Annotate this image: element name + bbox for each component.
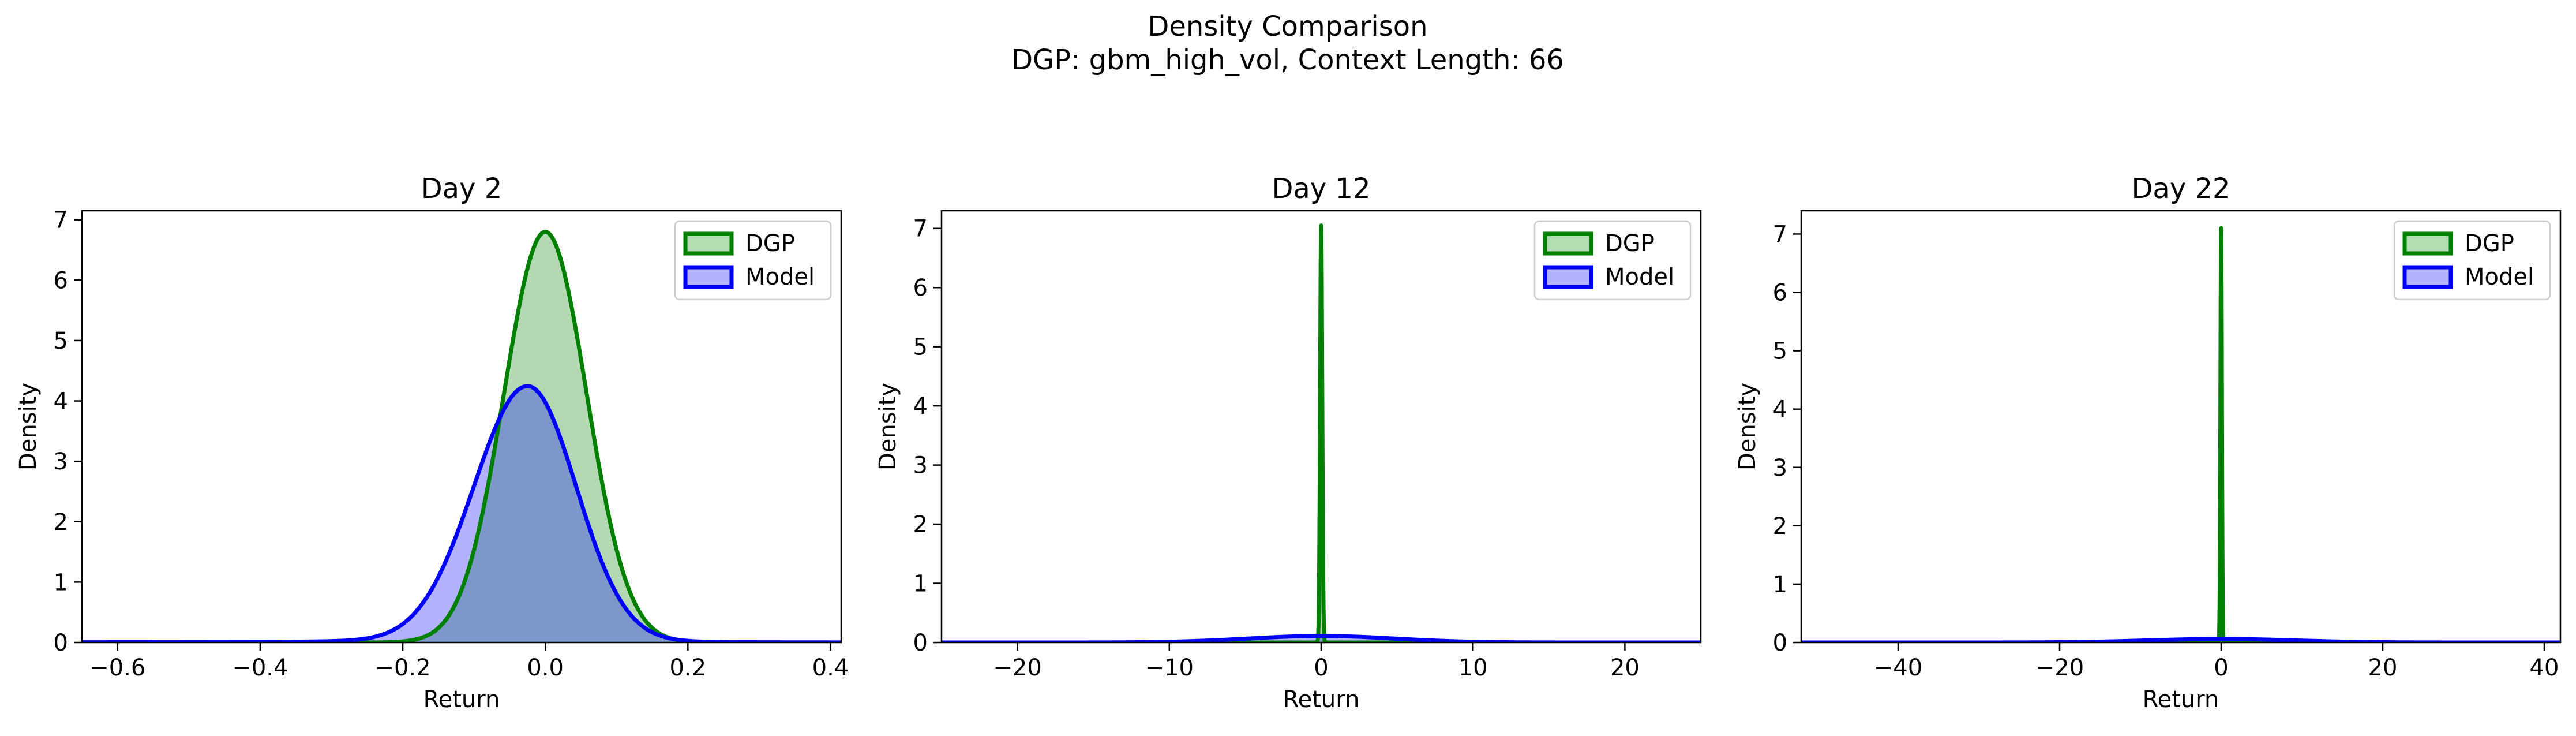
x-tick-label: −40 [1874,655,1922,681]
y-tick-label: 6 [913,275,928,301]
x-tick-label: 0.4 [812,655,849,681]
panel-day-22: Day 22 −40 −20 0 20 40 0 1 2 3 4 5 6 7 Return Density DG… [1734,173,2562,713]
y-tick-label: 1 [54,569,68,596]
legend: DGP Model [2393,220,2551,301]
y-tick-label: 4 [54,388,68,415]
panel-title: Day 2 [421,173,503,205]
x-tick-label: −0.4 [232,655,288,681]
y-tick-label: 2 [913,511,928,538]
legend-label-dgp: DGP [2465,230,2514,257]
legend-label-model: Model [2465,264,2534,290]
y-tick-label: 1 [913,571,928,597]
legend-label-dgp: DGP [745,230,795,257]
dgp-density-line [942,223,1701,642]
x-tick-label: −20 [2035,655,2084,681]
model-fill-area [82,386,841,642]
x-tick-label: 10 [1458,655,1488,681]
y-tick-label: 7 [54,207,68,234]
legend-label-dgp: DGP [1605,230,1655,257]
panels: Day 2 −0.6 −0.4 −0.2 0.0 0.2 0.4 0 1 2 3 4 5 6 7 Return… [15,173,2562,713]
x-tick-label: 40 [2530,655,2559,681]
legend: DGP Model [674,220,832,301]
model-fill-area [942,636,1701,642]
x-tick-label: −10 [1145,655,1194,681]
legend-swatch-model [1543,265,1593,289]
legend-swatch-dgp [2402,231,2453,256]
x-tick-label: 20 [1610,655,1640,681]
y-tick-label: 3 [1773,455,1787,481]
y-tick-label: 4 [913,393,928,420]
x-tick-label: 0.2 [670,655,707,681]
y-tick-label: 0 [1773,630,1787,656]
y-tick-label: 6 [1773,280,1787,307]
y-tick-label: 7 [913,216,928,242]
y-tick-label: 7 [1773,221,1787,248]
x-tick-label: −0.6 [89,655,145,681]
y-axis-label: Density [875,383,901,470]
y-tick-label: 3 [54,449,68,475]
panel-day-12: Day 12 −20 −10 0 10 20 0 1 2 3 4 5 6 7 Return Density DG… [875,173,1702,713]
y-tick-label: 0 [913,630,928,656]
y-tick-label: 4 [1773,397,1787,423]
y-tick-label: 5 [54,328,68,354]
legend-label-model: Model [745,264,815,290]
legend-swatch-model [2402,265,2453,289]
x-axis-label: Return [2143,686,2219,713]
y-tick-label: 2 [1773,513,1787,540]
panel-title: Day 12 [1272,173,1370,205]
x-tick-label: 0.0 [527,655,564,681]
legend-label-model: Model [1605,264,1674,290]
x-tick-label: 0 [1314,655,1328,681]
x-axis-label: Return [423,686,500,713]
y-tick-label: 2 [54,509,68,536]
x-tick-label: 20 [2368,655,2398,681]
x-tick-label: 0 [2214,655,2228,681]
figure-title: Density Comparison [1148,10,1427,43]
axes-frame [1800,210,2562,644]
y-axis-label: Density [15,383,42,470]
y-tick-label: 5 [913,334,928,361]
legend-swatch-model [683,265,734,289]
x-tick-label: −20 [993,655,1041,681]
legend-swatch-dgp [683,231,734,256]
x-axis-label: Return [1283,686,1360,713]
axes-frame [81,210,842,644]
y-tick-label: 6 [54,267,68,294]
legend: DGP Model [1533,220,1692,301]
y-tick-label: 3 [913,453,928,479]
x-tick-label: −0.2 [374,655,430,681]
figure-subtitle: DGP: gbm_high_vol, Context Length: 66 [1011,44,1564,76]
legend-swatch-dgp [1543,231,1593,256]
y-axis-label: Density [1734,383,1761,470]
panel-title: Day 22 [2131,173,2230,205]
y-tick-label: 1 [1773,571,1787,598]
y-tick-label: 5 [1773,338,1787,365]
y-tick-label: 0 [54,630,68,656]
panel-day-2: Day 2 −0.6 −0.4 −0.2 0.0 0.2 0.4 0 1 2 3 4 5 6 7 Return… [15,173,849,713]
